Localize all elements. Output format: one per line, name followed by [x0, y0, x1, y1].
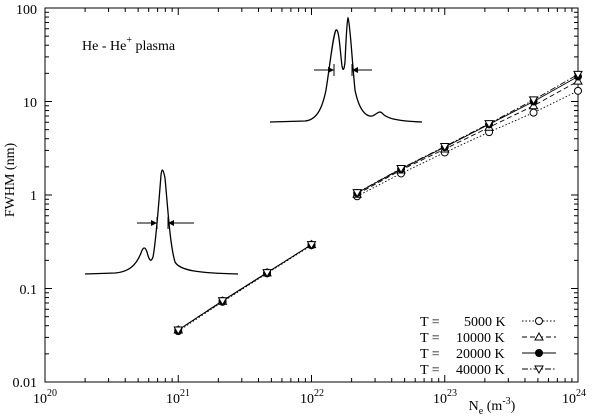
- x-tick-label: 1024: [562, 388, 586, 407]
- series-line: [356, 73, 579, 194]
- low-density-fwhm-arrows: [137, 217, 194, 229]
- data-point: [573, 70, 583, 80]
- y-tick-label: 10: [23, 96, 37, 111]
- data-point: [173, 326, 184, 335]
- y-tick-label: 0.01: [13, 376, 38, 391]
- plasma-annotation: He - He+ plasma: [82, 35, 176, 54]
- series-line: [356, 90, 579, 197]
- axis-ticks: [44, 7, 579, 383]
- legend-marker: [535, 317, 543, 325]
- legend-samples: [522, 317, 556, 375]
- data-point: [528, 96, 539, 105]
- x-tick-label: 1022: [300, 388, 324, 407]
- x-tick-label: 1023: [433, 388, 457, 407]
- y-tick-labels: 0.01 0.1 1 10 100: [13, 3, 38, 391]
- y-axis-label: FWHM (nm): [3, 143, 18, 218]
- x-tick-label: 1021: [166, 388, 190, 407]
- series-layer: [173, 70, 583, 336]
- data-point: [217, 297, 228, 306]
- data-point: [573, 76, 583, 85]
- inset-high-density-profile: [269, 16, 423, 123]
- high-density-profile-curve: [269, 16, 423, 123]
- inset-low-density-profile: [84, 169, 239, 275]
- x-tick-label: 1020: [33, 388, 57, 407]
- low-density-profile-curve: [84, 169, 239, 275]
- legend-marker: [535, 349, 543, 357]
- data-point: [306, 241, 317, 250]
- data-point: [484, 120, 494, 129]
- y-tick-label: 100: [16, 3, 37, 18]
- high-density-arrow-heads: [328, 67, 358, 73]
- series-40000-k: [173, 70, 583, 335]
- legend-label-40000: T = 40000 K: [420, 363, 505, 378]
- data-point: [529, 108, 538, 117]
- data-point: [574, 86, 582, 95]
- legend-label-20000: T = 20000 K: [420, 347, 505, 362]
- legend: T = 5000 K T = 10000 K T = 20000 K T = 40000…: [420, 315, 556, 378]
- legend-marker: [534, 331, 544, 341]
- low-density-arrow-heads: [151, 220, 174, 226]
- y-tick-label: 0.1: [20, 283, 38, 298]
- series-line: [178, 244, 312, 331]
- data-point: [352, 189, 362, 198]
- series-line: [178, 244, 312, 332]
- data-point: [439, 143, 450, 152]
- high-density-fwhm-arrows: [314, 64, 372, 76]
- x-axis-label: Ne (m-3): [469, 396, 516, 416]
- data-point: [396, 165, 406, 174]
- series-line: [356, 76, 579, 194]
- legend-label-10000: T = 10000 K: [420, 331, 505, 346]
- data-point: [262, 269, 272, 278]
- x-tick-labels: 1020 1021 1022 1023 1024: [33, 388, 586, 407]
- series-5000-k: [174, 86, 582, 336]
- legend-marker: [534, 365, 544, 375]
- series-line: [356, 80, 579, 195]
- y-tick-label: 1: [30, 189, 37, 204]
- series-10000-k: [173, 76, 583, 334]
- legend-label-5000: T = 5000 K: [420, 315, 506, 330]
